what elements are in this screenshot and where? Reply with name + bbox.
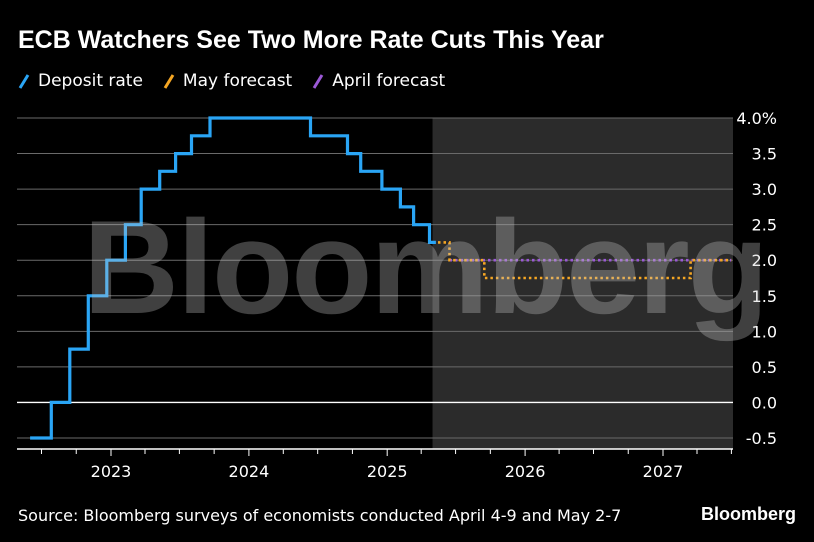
chart-legend: Deposit rate May forecast April forecast: [18, 70, 445, 92]
x-tick-label: 2024: [229, 462, 270, 481]
y-tick-label: 2.0: [752, 251, 777, 270]
y-tick-label: 0.0: [752, 393, 777, 412]
x-tick-label: 2027: [643, 462, 684, 481]
y-tick-label: 1.0: [752, 322, 777, 341]
legend-label-april-forecast: April forecast: [332, 71, 446, 91]
bloomberg-logo: Bloomberg: [700, 504, 796, 524]
y-tick-label: 0.5: [752, 358, 777, 377]
y-tick-label: -0.5: [746, 429, 777, 448]
series-line-may-forecast: [432, 241, 732, 280]
legend-item-april-forecast: April forecast: [312, 71, 445, 91]
x-tick-label: 2026: [505, 462, 546, 481]
legend-label-may-forecast: May forecast: [182, 71, 293, 91]
x-tick-label: 2023: [91, 462, 132, 481]
legend-swatch-deposit-rate: [18, 74, 30, 89]
legend-swatch-may-forecast: [163, 74, 175, 89]
y-tick-label: 4.0%: [736, 109, 777, 128]
legend-item-may-forecast: May forecast: [163, 71, 292, 91]
source-note: Source: Bloomberg surveys of economists …: [18, 506, 622, 525]
chart-title: ECB Watchers See Two More Rate Cuts This…: [18, 26, 604, 54]
y-tick-label: 1.5: [752, 287, 777, 306]
legend-label-deposit-rate: Deposit rate: [38, 71, 143, 91]
legend-swatch-april-forecast: [312, 74, 324, 89]
y-tick-label: 3.5: [752, 145, 777, 164]
x-tick-label: 2025: [367, 462, 408, 481]
legend-item-deposit-rate: Deposit rate: [18, 71, 143, 91]
y-tick-label: 3.0: [752, 180, 777, 199]
series-line-deposit-rate: [30, 116, 436, 440]
forecast-region: [432, 118, 733, 449]
y-tick-label: 2.5: [752, 216, 777, 235]
